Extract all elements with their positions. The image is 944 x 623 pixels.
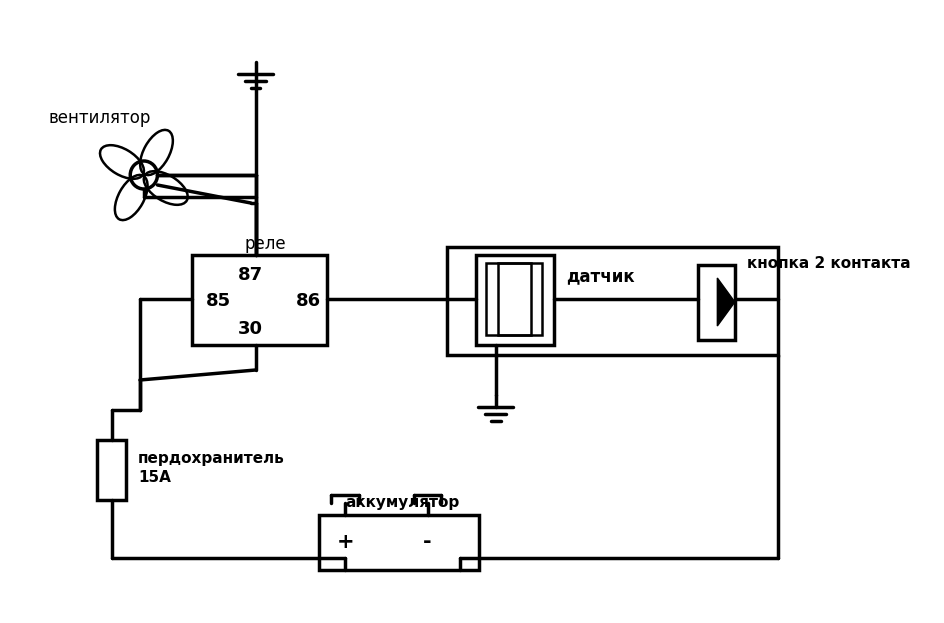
Text: 85: 85	[206, 292, 231, 310]
Polygon shape	[716, 278, 734, 326]
Bar	[476, 255, 553, 345]
Bar	[485, 263, 542, 335]
Text: кнопка 2 контакта: кнопка 2 контакта	[746, 257, 909, 272]
Text: -: -	[423, 532, 431, 552]
Text: вентилятор: вентилятор	[48, 109, 151, 127]
Text: 15А: 15А	[138, 470, 171, 485]
Text: аккумулятор: аккумулятор	[345, 495, 459, 510]
Bar	[97, 440, 126, 500]
Bar	[698, 265, 734, 340]
Bar	[193, 255, 327, 345]
Text: 30: 30	[238, 320, 263, 338]
Bar	[318, 515, 479, 570]
Text: +: +	[336, 532, 353, 552]
Text: 87: 87	[238, 266, 263, 284]
Bar	[497, 263, 531, 335]
Text: датчик: датчик	[565, 267, 633, 285]
Bar	[447, 247, 777, 355]
Text: пердохранитель: пердохранитель	[138, 452, 284, 467]
Text: реле: реле	[244, 235, 286, 253]
Text: 86: 86	[295, 292, 320, 310]
